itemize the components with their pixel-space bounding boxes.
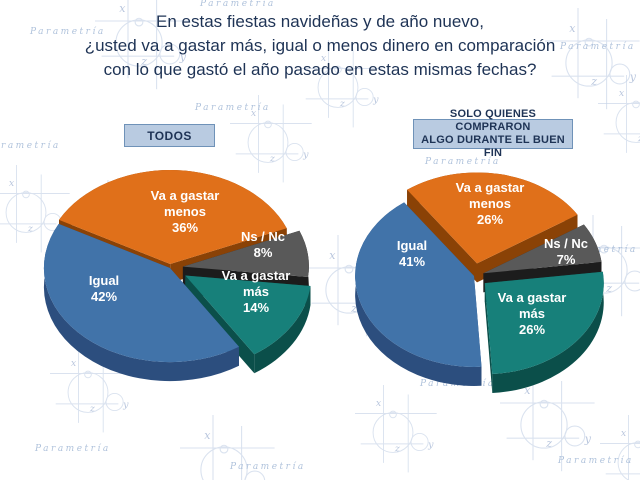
pie-slice-igual [355,202,482,367]
pie-chart-buen-fin: Va a gastar menos 26% Ns / Nc 7% Va a gastar m… [355,172,604,393]
math-doodle: xyz [180,415,275,480]
axis-letter: x [619,88,625,99]
math-doodle: xyz [545,8,640,110]
axis-letter: y [302,150,309,161]
pie-slice-label: Ns / Nc 8% [241,229,285,260]
math-doodle: x y z [300,40,382,128]
parametria-watermark: Parametría [557,455,634,466]
badge-buen-fin-line-2: ALGO DURANTE EL BUEN FIN [421,134,565,159]
title-line-3: con lo que gastó el año pasado en estas … [103,60,537,79]
axis-letter: z [269,154,276,165]
pie-slice-igual [43,223,239,363]
pie-slice-side [484,283,493,393]
pie-slice-va-a-gastar-menos [407,172,578,264]
axis-letter: x [119,2,126,15]
axis-letter: z [637,134,640,145]
parametria-watermark: Parametría [229,461,306,472]
math-doodle: x y z [500,370,595,472]
math-doodle: x y z [355,385,437,473]
pie-slice-ns-nc [483,224,602,274]
axis-letter: z [89,404,96,415]
pie-slice-label: Igual 41% [397,238,427,269]
parametria-watermark: Parametría [424,156,501,167]
pie-slice-va-a-gastar-m-s [484,271,604,374]
pie-slice-label: Igual 42% [89,273,119,304]
pie-slice-side [355,202,482,386]
parametria-watermark: Parametría [34,443,111,454]
parametria-watermark: Parametría [0,140,61,151]
axis-letter: y [264,478,272,480]
axis-letter: y [629,71,637,84]
math-doodle: xyz [598,75,640,153]
axis-letter: z [590,75,597,88]
parametria-watermark: Parametría [199,0,276,9]
pie-slice-side [254,286,311,374]
axis-letter: x [9,178,15,189]
badge-buen-fin-line-1: SOLO QUIENES COMPRARON [449,108,537,133]
axis-letter: y [122,400,129,411]
math-doodle: x y z [95,0,190,90]
axis-letter: z [27,224,34,235]
pie-slice-label: Ns / Nc 7% [544,236,588,267]
axis-letter: z [545,437,552,450]
pie-slice-ns-nc [182,230,309,277]
axis-letter: x [204,429,211,442]
chart-title-badge-todos: TODOS [124,124,215,147]
chart-title-badge-buen-fin: SOLO QUIENES COMPRARON ALGO DURANTE EL B… [413,108,573,159]
axis-letter: z [605,282,612,295]
pie-chart-todos: Va a gastar menos 36% Ns / Nc 8% Va a gastar m… [43,170,311,382]
axis-letter: y [372,95,379,106]
math-doodle: xyz [600,415,640,480]
math-doodle: x y z [230,95,312,183]
pie-slice-va-a-gastar-m-s [185,275,311,355]
pie-slice-label: Va a gastar más 26% [498,290,567,337]
axis-letter: y [427,440,434,451]
axis-letter: x [621,428,627,439]
axis-letter: z [339,99,346,110]
pie-slice-side [407,189,477,283]
axis-letter: z [350,302,357,315]
axis-letter: z [394,444,401,455]
parametria-watermark: Parametría [29,26,106,37]
axis-letter: x [71,358,77,369]
title-line-1: En estas fiestas navideñas y de año nuev… [156,12,484,31]
math-doodle: x y z [50,345,132,433]
axis-letter: x [569,22,576,35]
axis-letter: y [584,433,592,446]
badge-todos-label: TODOS [147,128,192,143]
pie-slice-side [492,271,604,393]
axis-letter: x [329,249,336,262]
pie-slice-label: Va a gastar menos 36% [151,188,220,235]
parametria-watermark: Parametría [559,41,636,52]
pie-slice-side [43,223,239,382]
axis-letter: x [321,53,327,64]
axis-letter: y [179,51,187,64]
axis-letter: z [140,55,147,68]
axis-letter: x [524,384,531,397]
pie-slice-va-a-gastar-menos [59,170,287,264]
pie-slice-label: Va a gastar menos 26% [456,180,525,227]
parametria-watermark: Parametría [194,102,271,113]
axis-letter: x [251,108,257,119]
survey-question-title: En estas fiestas navideñas y de año nuev… [0,10,640,82]
title-line-2: ¿usted va a gastar más, igual o menos di… [84,36,556,55]
axis-letter: x [376,398,382,409]
pie-slice-label: Va a gastar más 14% [222,268,291,315]
axis-letter: z [639,474,640,480]
